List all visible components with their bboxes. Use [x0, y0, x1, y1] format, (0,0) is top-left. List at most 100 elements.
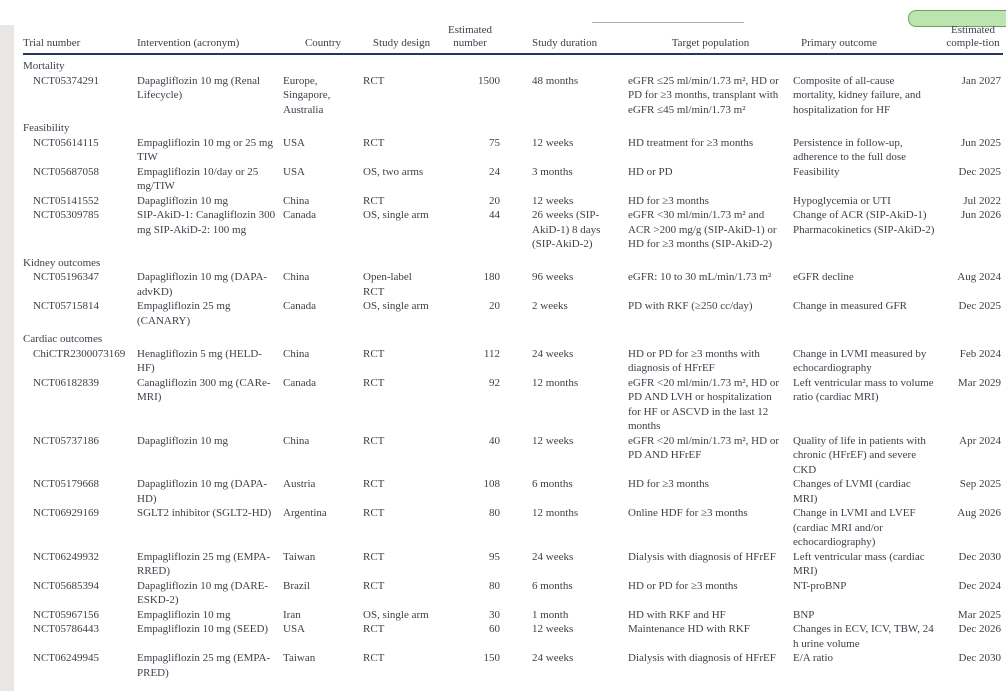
cell-primary-outcome: Change of ACR (SIP-AkiD-1) Pharmacokinet…	[793, 209, 935, 236]
section-row: Cardiac outcomes	[23, 328, 1003, 347]
cell-country: USA	[283, 623, 306, 635]
cell-study-duration: 26 weeks (SIP-AkiD-1) 8 days (SIP-AkiD-2…	[532, 209, 601, 250]
cell-target-population: HD with RKF and HF	[628, 608, 726, 621]
cell-study-design: RCT	[363, 478, 385, 490]
section-row: Kidney outcomes	[23, 252, 1003, 271]
table-header: Trial number Intervention (acronym) Coun…	[23, 24, 1003, 55]
cell-estimated-number: 1500	[478, 74, 500, 87]
cell-country: Europe, Singapore, Australia	[283, 74, 331, 116]
cell-study-duration: 12 weeks	[532, 194, 574, 207]
trial-row: NCT05196347 Dapagliflozin 10 mg (DAPA-adv…	[23, 270, 1003, 299]
cell-estimated-completion: Apr 2024	[959, 434, 1001, 447]
cell-study-design: RCT	[363, 623, 385, 635]
cell-study-duration: 2 weeks	[532, 300, 568, 312]
cell-estimated-completion: Jun 2026	[960, 209, 1001, 221]
cell-target-population: Dialysis with diagnosis of HFrEF	[628, 652, 776, 664]
cell-trial-number: NCT05309785	[33, 209, 99, 221]
cell-intervention: Empagliflozin 10 mg (SEED)	[137, 623, 269, 635]
cell-intervention: Dapagliflozin 10 mg	[137, 194, 229, 207]
cell-target-population: HD for ≥3 months	[628, 194, 709, 207]
cell-target-population: eGFR <20 ml/min/1.73 m², HD or PD AND HF…	[628, 434, 779, 462]
section-label: Mortality	[23, 60, 65, 72]
header-target-population: Target population	[628, 24, 793, 55]
cell-estimated-number: 180	[483, 271, 501, 283]
trials-table-body: Mortality NCT05374291 Dapagliflozin 10 mg …	[23, 54, 1003, 680]
cell-country: China	[283, 194, 310, 207]
cell-study-design: RCT	[363, 376, 385, 389]
header-country: Country	[283, 24, 363, 55]
cell-study-duration: 12 weeks	[532, 623, 574, 635]
cell-target-population: eGFR ≤25 ml/min/1.73 m², HD or PD for ≥3…	[628, 74, 779, 116]
cell-trial-number: ChiCTR2300073169	[33, 347, 126, 360]
header-estimated-completion: Estimated comple-tion	[943, 24, 1003, 55]
cell-study-duration: 24 weeks	[532, 652, 574, 664]
cell-intervention: Henagliflozin 5 mg (HELD-HF)	[137, 347, 262, 375]
cell-trial-number: NCT06249945	[33, 652, 99, 664]
cell-trial-number: NCT06182839	[33, 376, 99, 389]
cell-intervention: Empagliflozin 10/day or 25 mg/TIW	[137, 165, 259, 193]
cell-study-duration: 48 months	[532, 74, 579, 87]
cell-target-population: Maintenance HD with RKF	[628, 623, 750, 635]
cell-estimated-number: 30	[489, 608, 500, 621]
cell-estimated-completion: Dec 2030	[958, 652, 1001, 664]
trial-row: NCT05309785 SIP-AkiD-1: Canagliflozin 300…	[23, 208, 1003, 252]
cell-country: USA	[283, 136, 306, 149]
trial-row: NCT05786443 Empagliflozin 10 mg (SEED) USA…	[23, 622, 1003, 651]
header-study-design: Study design	[363, 24, 440, 55]
cell-country: USA	[283, 165, 306, 178]
cell-estimated-number: 60	[489, 623, 500, 635]
cell-study-design: RCT	[363, 74, 385, 87]
cell-estimated-number: 20	[489, 194, 500, 207]
cell-target-population: Dialysis with diagnosis of HFrEF	[628, 550, 776, 563]
cell-country: China	[283, 347, 310, 360]
cell-primary-outcome: Hypoglycemia or UTI	[793, 194, 891, 207]
cell-estimated-completion: Aug 2024	[957, 271, 1001, 283]
cell-trial-number: NCT05715814	[33, 300, 99, 312]
trial-row: NCT05967156 Empagliflozin 10 mg Iran OS, si…	[23, 608, 1003, 623]
cell-study-design: OS, single arm	[363, 608, 429, 621]
cell-estimated-completion: Jan 2027	[961, 74, 1001, 87]
trial-row: NCT06249932 Empagliflozin 25 mg (EMPA-RRE…	[23, 550, 1003, 579]
cell-estimated-completion: Jun 2025	[960, 136, 1001, 149]
cell-target-population: eGFR <30 ml/min/1.73 m² and ACR >200 mg/…	[628, 209, 777, 250]
cell-study-design: RCT	[363, 652, 385, 664]
cell-trial-number: NCT05614115	[33, 136, 99, 149]
cell-target-population: Online HDF for ≥3 months	[628, 507, 748, 519]
cell-target-population: eGFR <20 ml/min/1.73 m², HD or PD AND LV…	[628, 376, 779, 433]
cell-study-design: RCT	[363, 579, 385, 592]
cell-trial-number: NCT05687058	[33, 165, 99, 178]
section-label: Kidney outcomes	[23, 256, 101, 269]
cell-intervention: Empagliflozin 25 mg (CANARY)	[137, 300, 231, 327]
cell-estimated-number: 150	[483, 652, 501, 664]
trial-row: NCT05685394 Dapagliflozin 10 mg (DARE-ESK…	[23, 579, 1003, 608]
cell-study-duration: 12 weeks	[532, 136, 574, 149]
cell-trial-number: NCT05786443	[33, 623, 99, 635]
header-intervention: Intervention (acronym)	[137, 24, 283, 55]
header-primary-outcome: Primary outcome	[793, 24, 943, 55]
cell-country: Iran	[283, 608, 301, 621]
cell-primary-outcome: Feasibility	[793, 165, 840, 178]
cell-estimated-completion: Dec 2030	[958, 550, 1001, 563]
trial-row: NCT05737186 Dapagliflozin 10 mg China RCT 40…	[23, 434, 1003, 478]
cell-study-design: RCT	[363, 347, 385, 360]
trial-row: ChiCTR2300073169 Henagliflozin 5 mg (HELD…	[23, 347, 1003, 376]
cell-estimated-completion: Dec 2025	[958, 165, 1001, 178]
section-label: Feasibility	[23, 122, 70, 134]
cell-country: China	[283, 271, 310, 283]
cell-primary-outcome: Changes of LVMI (cardiac MRI)	[793, 478, 911, 505]
section-label: Cardiac outcomes	[23, 333, 103, 345]
cell-estimated-number: 112	[483, 347, 500, 360]
cell-primary-outcome: Change in LVMI measured by echocardiogra…	[793, 347, 927, 375]
cell-study-design: RCT	[363, 507, 385, 519]
cell-study-design: Open-label RCT	[363, 271, 412, 298]
cell-study-duration: 12 months	[532, 507, 579, 519]
cell-primary-outcome: BNP	[793, 608, 815, 621]
section-row: Mortality	[23, 54, 1003, 74]
cell-primary-outcome: Persistence in follow-up, adherence to t…	[793, 136, 907, 164]
cell-trial-number: NCT05374291	[33, 74, 99, 87]
cell-intervention: Canagliflozin 300 mg (CARe-MRI)	[137, 376, 271, 404]
cell-trial-number: NCT05141552	[33, 194, 99, 207]
cell-study-design: OS, single arm	[363, 300, 429, 312]
cell-study-duration: 3 months	[532, 165, 573, 178]
